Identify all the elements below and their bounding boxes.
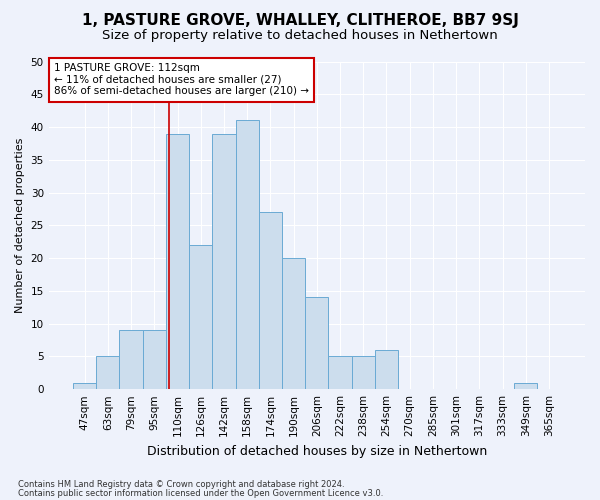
X-axis label: Distribution of detached houses by size in Nethertown: Distribution of detached houses by size … bbox=[147, 444, 487, 458]
Bar bbox=[282, 258, 305, 389]
Bar bbox=[328, 356, 352, 389]
Text: 1, PASTURE GROVE, WHALLEY, CLITHEROE, BB7 9SJ: 1, PASTURE GROVE, WHALLEY, CLITHEROE, BB… bbox=[82, 12, 518, 28]
Bar bbox=[143, 330, 166, 389]
Bar bbox=[352, 356, 375, 389]
Text: Contains HM Land Registry data © Crown copyright and database right 2024.: Contains HM Land Registry data © Crown c… bbox=[18, 480, 344, 489]
Text: 1 PASTURE GROVE: 112sqm
← 11% of detached houses are smaller (27)
86% of semi-de: 1 PASTURE GROVE: 112sqm ← 11% of detache… bbox=[54, 63, 309, 96]
Bar bbox=[166, 134, 189, 389]
Text: Contains public sector information licensed under the Open Government Licence v3: Contains public sector information licen… bbox=[18, 488, 383, 498]
Text: Size of property relative to detached houses in Nethertown: Size of property relative to detached ho… bbox=[102, 29, 498, 42]
Bar bbox=[305, 298, 328, 389]
Bar bbox=[212, 134, 236, 389]
Bar bbox=[375, 350, 398, 389]
Bar bbox=[73, 382, 96, 389]
Bar bbox=[189, 245, 212, 389]
Bar bbox=[96, 356, 119, 389]
Y-axis label: Number of detached properties: Number of detached properties bbox=[15, 138, 25, 313]
Bar bbox=[119, 330, 143, 389]
Bar bbox=[259, 212, 282, 389]
Bar bbox=[236, 120, 259, 389]
Bar bbox=[514, 382, 538, 389]
